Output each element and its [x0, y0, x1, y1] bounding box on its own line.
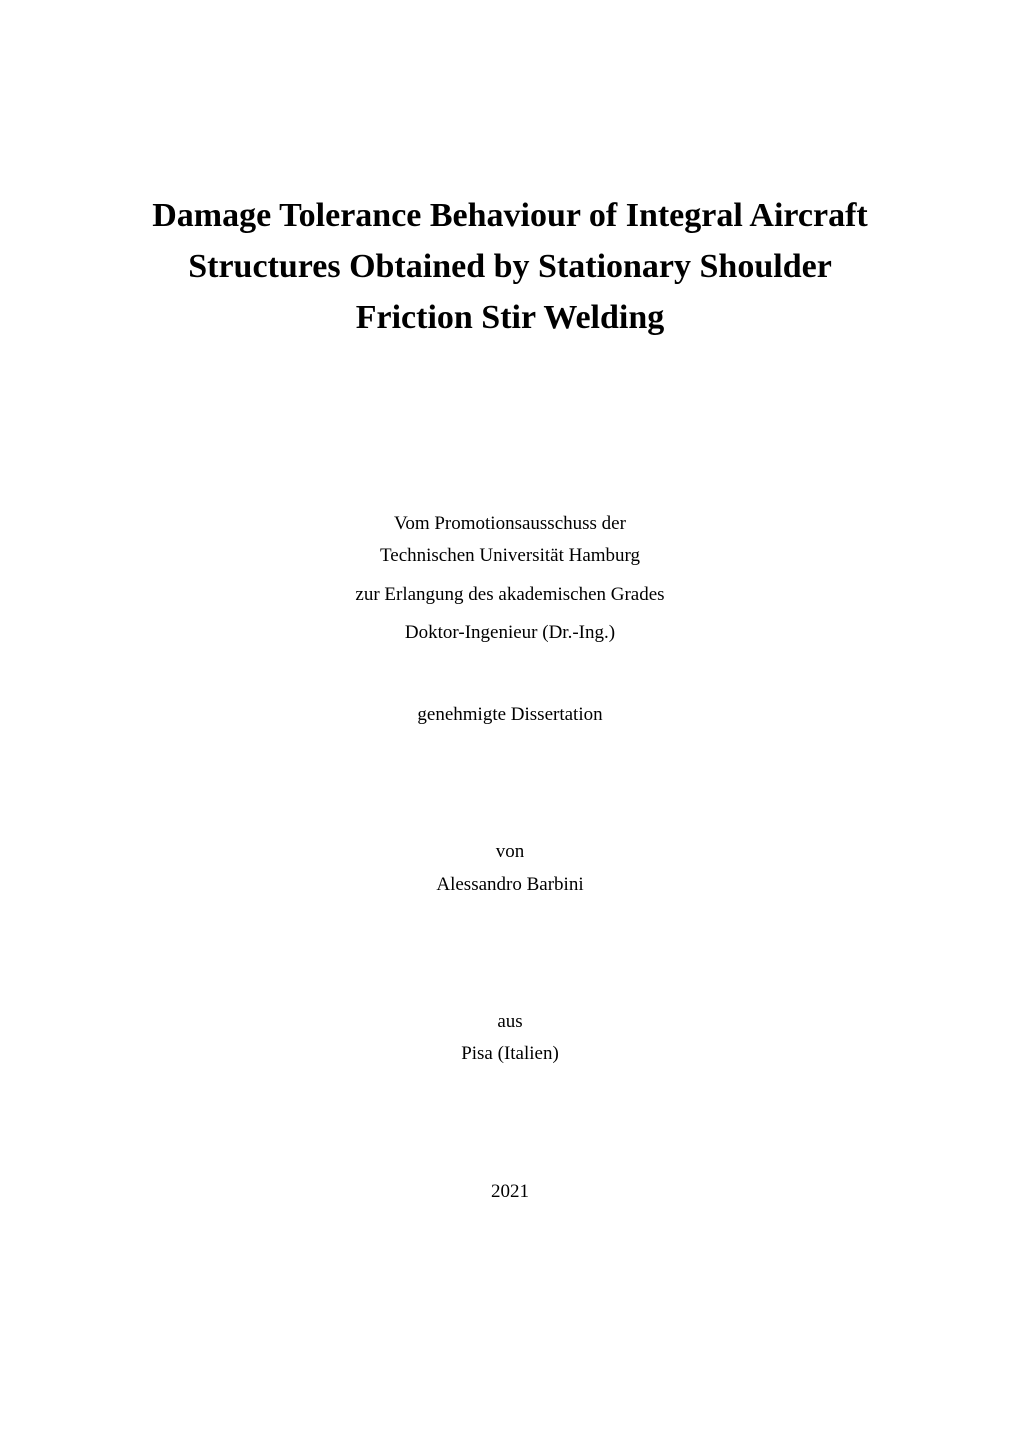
committee-block: Vom Promotionsausschuss der Technischen … — [110, 508, 910, 649]
approved-text: genehmigte Dissertation — [110, 699, 910, 731]
committee-line-2: Technischen Universität Hamburg — [110, 540, 910, 572]
origin-place: Pisa (Italien) — [110, 1038, 910, 1070]
committee-line-3: zur Erlangung des akademischen Grades — [110, 579, 910, 611]
title-line-2: Structures Obtained by Stationary Should… — [188, 248, 832, 285]
title-page: Damage Tolerance Behaviour of Integral A… — [0, 0, 1020, 1442]
title-line-3: Friction Stir Welding — [356, 299, 665, 336]
author-von: von — [110, 836, 910, 868]
year-block: 2021 — [110, 1176, 910, 1208]
author-name: Alessandro Barbini — [110, 869, 910, 901]
origin-aus: aus — [110, 1006, 910, 1038]
committee-line-1: Vom Promotionsausschuss der — [110, 508, 910, 540]
year-text: 2021 — [110, 1176, 910, 1208]
origin-block: aus Pisa (Italien) — [110, 1006, 910, 1071]
author-block: von Alessandro Barbini — [110, 836, 910, 901]
title-line-1: Damage Tolerance Behaviour of Integral A… — [152, 197, 867, 234]
approved-line: genehmigte Dissertation — [110, 699, 910, 731]
dissertation-title: Damage Tolerance Behaviour of Integral A… — [110, 190, 910, 343]
committee-line-4: Doktor-Ingenieur (Dr.-Ing.) — [110, 617, 910, 649]
